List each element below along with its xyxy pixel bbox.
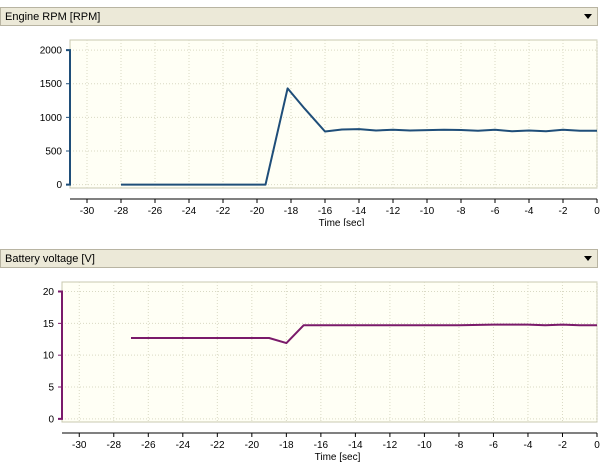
x-tick-label: -30 <box>72 440 87 451</box>
x-tick-label: -10 <box>420 206 435 217</box>
x-tick-label: -18 <box>284 206 299 217</box>
x-tick-label: -26 <box>141 440 156 451</box>
plot-area <box>61 281 598 423</box>
x-tick-label: -6 <box>489 440 498 451</box>
voltage-panel-header[interactable]: Battery voltage [V] <box>0 249 598 268</box>
rpm-series-line <box>121 87 597 186</box>
x-tick-label: -12 <box>383 440 398 451</box>
y-tick-label: 2000 <box>40 46 63 57</box>
voltage-panel-title: Battery voltage [V] <box>5 253 95 265</box>
x-axis-label: Time [sec] <box>319 218 365 226</box>
x-tick-label: -18 <box>279 440 294 451</box>
y-tick-label: 1500 <box>40 79 63 90</box>
voltage-panel-dropdown-button[interactable] <box>579 250 597 267</box>
voltage-series-line <box>131 323 597 345</box>
x-tick-label: -24 <box>182 206 197 217</box>
y-tick-label: 500 <box>45 147 62 158</box>
x-tick-label: 0 <box>594 440 600 451</box>
y-tick-label: 15 <box>43 319 55 330</box>
rpm-panel-title: Engine RPM [RPM] <box>5 11 101 23</box>
x-tick-label: -20 <box>245 440 260 451</box>
y-tick-label: 0 <box>48 414 54 425</box>
x-tick-label: -30 <box>80 206 95 217</box>
x-tick-label: -24 <box>176 440 191 451</box>
x-tick-label: -20 <box>250 206 265 217</box>
chevron-down-icon <box>584 14 592 19</box>
y-tick-label: 20 <box>43 287 55 298</box>
x-tick-label: -2 <box>559 206 568 217</box>
x-tick-label: -8 <box>457 206 466 217</box>
x-tick-label: -28 <box>114 206 129 217</box>
chevron-down-icon <box>584 256 592 261</box>
x-axis-label: Time [sec] <box>315 452 361 463</box>
x-tick-label: -14 <box>352 206 367 217</box>
x-tick-label: -6 <box>491 206 500 217</box>
x-tick-label: -16 <box>318 206 333 217</box>
y-tick-label: 10 <box>43 351 55 362</box>
x-tick-label: -22 <box>216 206 231 217</box>
rpm-panel-header[interactable]: Engine RPM [RPM] <box>0 7 598 26</box>
x-tick-label: -2 <box>558 440 567 451</box>
x-tick-label: -22 <box>210 440 225 451</box>
plot-area <box>69 39 598 189</box>
x-tick-label: -8 <box>454 440 463 451</box>
x-tick-label: -14 <box>348 440 363 451</box>
x-tick-label: -4 <box>524 440 533 451</box>
x-tick-label: -12 <box>386 206 401 217</box>
rpm-panel-dropdown-button[interactable] <box>579 8 597 25</box>
x-tick-label: -26 <box>148 206 163 217</box>
y-tick-label: 0 <box>56 180 62 191</box>
x-tick-label: 0 <box>594 206 600 217</box>
x-tick-label: -28 <box>107 440 122 451</box>
x-tick-label: -10 <box>417 440 432 451</box>
x-tick-label: -16 <box>314 440 329 451</box>
y-tick-label: 1000 <box>40 113 63 124</box>
y-tick-label: 5 <box>48 383 54 394</box>
x-tick-label: -4 <box>525 206 534 217</box>
